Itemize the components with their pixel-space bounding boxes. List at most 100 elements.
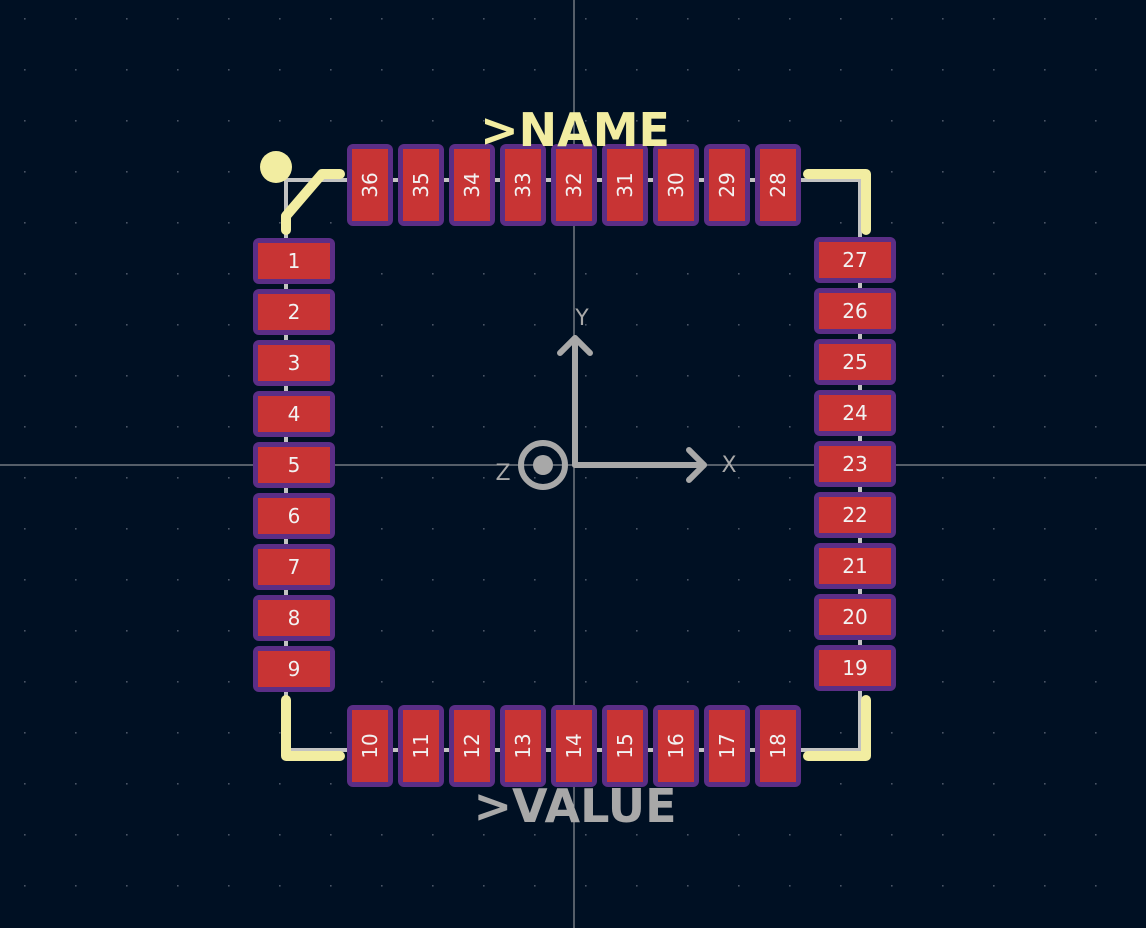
grid-dot [1095, 171, 1097, 173]
grid-dot [942, 324, 944, 326]
grid-dot [585, 375, 587, 377]
grid-dot [432, 69, 434, 71]
pad-8[interactable]: 8 [253, 595, 335, 641]
pad-13[interactable]: 13 [500, 705, 546, 787]
pad-23[interactable]: 23 [814, 441, 896, 487]
grid-dot [687, 528, 689, 530]
grid-dot [534, 885, 536, 887]
grid-dot [687, 324, 689, 326]
grid-dot [1044, 171, 1046, 173]
pad-18[interactable]: 18 [755, 705, 801, 787]
grid-dot [1095, 477, 1097, 479]
grid-dot [279, 222, 281, 224]
pad-number-label: 8 [288, 606, 301, 630]
grid-dot [1095, 426, 1097, 428]
pad-12[interactable]: 12 [449, 705, 495, 787]
pad-2[interactable]: 2 [253, 289, 335, 335]
grid-dot [177, 69, 179, 71]
pad-6[interactable]: 6 [253, 493, 335, 539]
grid-dot [585, 477, 587, 479]
grid-dot [228, 681, 230, 683]
pad-32[interactable]: 32 [551, 144, 597, 226]
pad-19[interactable]: 19 [814, 645, 896, 691]
grid-dot [126, 171, 128, 173]
grid-dot [75, 477, 77, 479]
grid-dot [279, 18, 281, 20]
grid-dot [1044, 375, 1046, 377]
grid-dot [177, 885, 179, 887]
grid-dot [789, 885, 791, 887]
pad-11[interactable]: 11 [398, 705, 444, 787]
pad-35[interactable]: 35 [398, 144, 444, 226]
pad-number-label: 13 [511, 733, 535, 758]
pad-5[interactable]: 5 [253, 442, 335, 488]
pad-16[interactable]: 16 [653, 705, 699, 787]
grid-dot [1044, 477, 1046, 479]
pad-10[interactable]: 10 [347, 705, 393, 787]
y-axis-arrowhead [557, 335, 593, 356]
grid-dot [381, 375, 383, 377]
pad-9[interactable]: 9 [253, 646, 335, 692]
pad-22[interactable]: 22 [814, 492, 896, 538]
pad-26[interactable]: 26 [814, 288, 896, 334]
grid-dot [483, 324, 485, 326]
grid-dot [228, 120, 230, 122]
pad-1[interactable]: 1 [253, 238, 335, 284]
grid-dot [228, 222, 230, 224]
pad-20[interactable]: 20 [814, 594, 896, 640]
pad-3[interactable]: 3 [253, 340, 335, 386]
pad-copper [454, 149, 490, 221]
grid-dot [789, 579, 791, 581]
grid-dot [177, 171, 179, 173]
grid-dot [636, 681, 638, 683]
grid-dot [636, 375, 638, 377]
pad-36[interactable]: 36 [347, 144, 393, 226]
pad-29[interactable]: 29 [704, 144, 750, 226]
pad-34[interactable]: 34 [449, 144, 495, 226]
grid-dot [126, 69, 128, 71]
pad-copper [819, 293, 891, 329]
pad-7[interactable]: 7 [253, 544, 335, 590]
grid-dot [1044, 18, 1046, 20]
grid-dot [432, 375, 434, 377]
pad-31[interactable]: 31 [602, 144, 648, 226]
pad-copper [819, 548, 891, 584]
pad-copper [819, 242, 891, 278]
pad-4[interactable]: 4 [253, 391, 335, 437]
pad-27[interactable]: 27 [814, 237, 896, 283]
grid-dot [228, 630, 230, 632]
grid-dot [432, 834, 434, 836]
pad-17[interactable]: 17 [704, 705, 750, 787]
grid-dot [942, 18, 944, 20]
grid-dot [177, 18, 179, 20]
pad-14[interactable]: 14 [551, 705, 597, 787]
grid-dot [993, 579, 995, 581]
grid-dot [483, 681, 485, 683]
value-text[interactable]: >VALUE [473, 779, 676, 833]
grid-dot [381, 426, 383, 428]
pad-24[interactable]: 24 [814, 390, 896, 436]
grid-dot [1044, 273, 1046, 275]
pad-number-label: 22 [842, 503, 867, 527]
pad-28[interactable]: 28 [755, 144, 801, 226]
pad-15[interactable]: 15 [602, 705, 648, 787]
grid-dot [942, 579, 944, 581]
pad-33[interactable]: 33 [500, 144, 546, 226]
grid-dot [585, 120, 587, 122]
grid-dot [126, 426, 128, 428]
grid-dot [279, 732, 281, 734]
grid-dot [738, 375, 740, 377]
grid-dot [993, 783, 995, 785]
pad-21[interactable]: 21 [814, 543, 896, 589]
grid-dot [840, 834, 842, 836]
pad-30[interactable]: 30 [653, 144, 699, 226]
x-axis-arrowhead [686, 447, 707, 483]
reference-text[interactable]: >NAME [480, 103, 670, 157]
grid-dot [75, 834, 77, 836]
grid-dot [330, 732, 332, 734]
grid-dot [177, 273, 179, 275]
grid-dot [177, 324, 179, 326]
grid-dot [177, 477, 179, 479]
pad-25[interactable]: 25 [814, 339, 896, 385]
